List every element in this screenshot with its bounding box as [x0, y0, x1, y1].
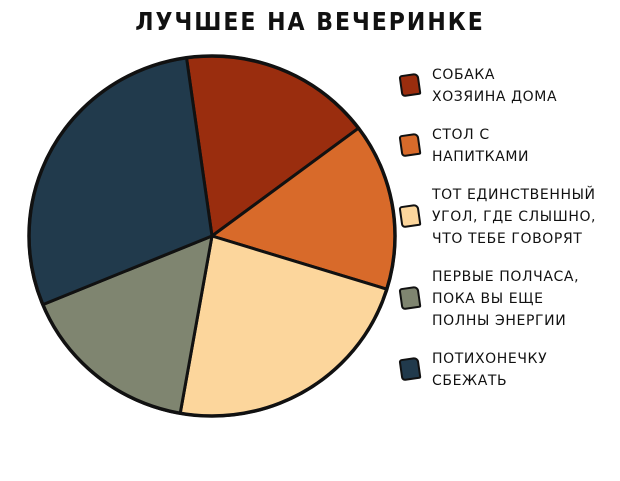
legend-swatch-quiet-corner: [398, 203, 422, 229]
legend: СОБАКА ХОЗЯИНА ДОМА СТОЛ С НАПИТКАМИ ТОТ…: [396, 64, 618, 392]
legend-swatch-first-half-hour: [398, 285, 422, 311]
legend-item-drinks-table: СТОЛ С НАПИТКАМИ: [396, 124, 618, 168]
legend-label-sneak-away: ПОТИХОНЕЧКУ СБЕЖАТЬ: [432, 351, 548, 389]
legend-item-owners-dog: СОБАКА ХОЗЯИНА ДОМА: [396, 64, 618, 108]
legend-item-quiet-corner: ТОТ ЕДИНСТВЕННЫЙ УГОЛ, ГДЕ СЛЫШНО, ЧТО Т…: [396, 184, 618, 250]
chart-title: ЛУЧШЕЕ НА ВЕЧЕРИНКЕ: [135, 8, 485, 37]
legend-swatch-sneak-away: [398, 356, 422, 382]
legend-label-drinks-table: СТОЛ С НАПИТКАМИ: [432, 127, 530, 165]
legend-swatch-drinks-table: [398, 132, 422, 158]
legend-label-first-half-hour: ПЕРВЫЕ ПОЛЧАСА, ПОКА ВЫ ЕЩЕ ПОЛНЫ ЭНЕРГИ…: [432, 269, 580, 329]
legend-label-owners-dog: СОБАКА ХОЗЯИНА ДОМА: [432, 67, 558, 105]
legend-swatch-owners-dog: [398, 72, 422, 98]
legend-label-quiet-corner: ТОТ ЕДИНСТВЕННЫЙ УГОЛ, ГДЕ СЛЫШНО, ЧТО Т…: [432, 187, 597, 247]
pie-outline: [27, 54, 397, 418]
legend-item-first-half-hour: ПЕРВЫЕ ПОЛЧАСА, ПОКА ВЫ ЕЩЕ ПОЛНЫ ЭНЕРГИ…: [396, 266, 618, 332]
legend-item-sneak-away: ПОТИХОНЕЧКУ СБЕЖАТЬ: [396, 348, 618, 392]
